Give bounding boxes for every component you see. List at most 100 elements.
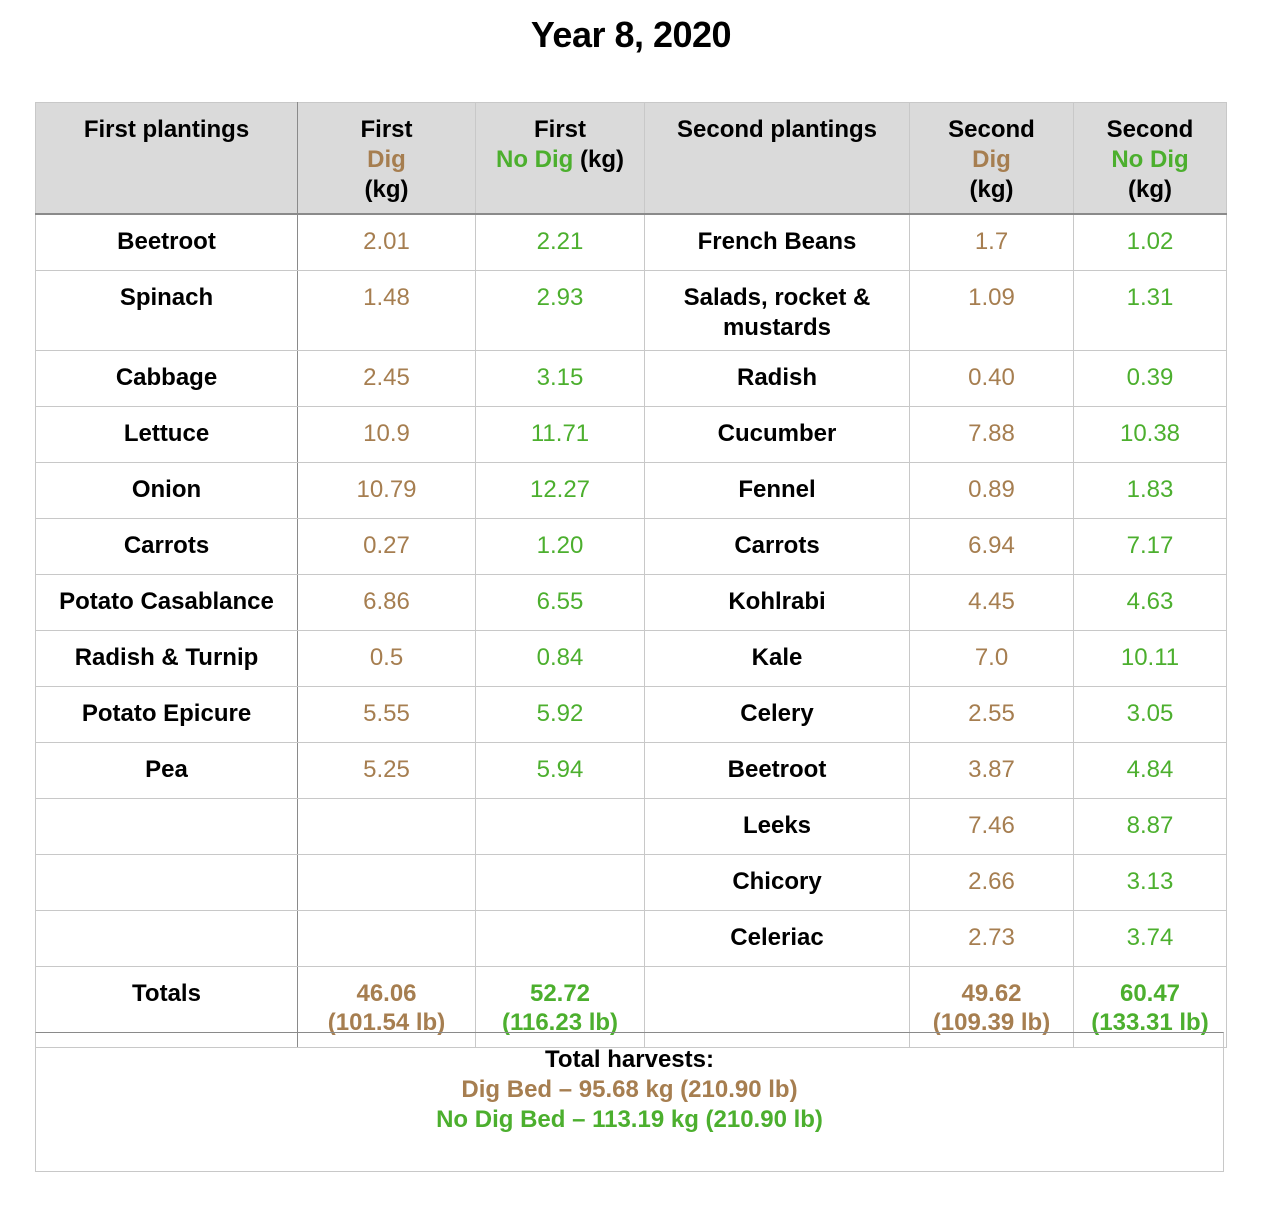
first-crop-name: Spinach xyxy=(35,270,298,351)
second-nodig-value: 10.11 xyxy=(1073,630,1227,687)
second-crop-name: Cucumber xyxy=(644,406,910,463)
table-row: Potato Epicure 5.55 5.92 Celery 2.55 3.0… xyxy=(35,686,1227,743)
second-dig-value: 7.46 xyxy=(909,798,1074,855)
totals-lb: (109.39 lb) xyxy=(932,1009,1051,1036)
second-crop-name: Celeriac xyxy=(644,910,910,967)
first-crop-name xyxy=(35,854,298,911)
first-nodig-value: 5.92 xyxy=(475,686,645,743)
table-row: Leeks 7.46 8.87 xyxy=(35,798,1227,855)
first-nodig-value: 1.20 xyxy=(475,518,645,575)
first-dig-value xyxy=(297,854,476,911)
second-dig-value: 7.0 xyxy=(909,630,1074,687)
second-dig-value: 1.09 xyxy=(909,270,1074,351)
totals-first-nodig: 52.72 (116.23 lb) xyxy=(475,966,645,1048)
totals-label: Totals xyxy=(35,966,298,1048)
header-first-dig: First Dig (kg) xyxy=(297,102,476,215)
totals-kg: 60.47 xyxy=(1119,980,1181,1007)
first-dig-value: 0.5 xyxy=(297,630,476,687)
first-dig-value: 2.01 xyxy=(297,213,476,271)
second-nodig-value: 8.87 xyxy=(1073,798,1227,855)
second-crop-name: Celery xyxy=(644,686,910,743)
table-row: Chicory 2.66 3.13 xyxy=(35,854,1227,911)
first-nodig-value xyxy=(475,854,645,911)
second-nodig-value: 0.39 xyxy=(1073,350,1227,407)
header-line: Second xyxy=(1106,116,1194,143)
first-dig-value: 6.86 xyxy=(297,574,476,631)
second-dig-value: 2.66 xyxy=(909,854,1074,911)
second-dig-value: 3.87 xyxy=(909,742,1074,799)
totals-first-dig: 46.06 (101.54 lb) xyxy=(297,966,476,1048)
first-crop-name xyxy=(35,798,298,855)
second-crop-name: Beetroot xyxy=(644,742,910,799)
header-line-unit: (kg) xyxy=(364,176,409,203)
header-first-plantings: First plantings xyxy=(35,102,298,215)
second-nodig-value: 3.05 xyxy=(1073,686,1227,743)
second-crop-name: Carrots xyxy=(644,518,910,575)
second-nodig-value: 4.84 xyxy=(1073,742,1227,799)
first-dig-value: 5.25 xyxy=(297,742,476,799)
first-dig-value: 10.79 xyxy=(297,462,476,519)
first-dig-value: 10.9 xyxy=(297,406,476,463)
header-first-plantings-label: First plantings xyxy=(83,116,250,143)
second-dig-value: 1.7 xyxy=(909,213,1074,271)
totals-lb: (133.31 lb) xyxy=(1091,1009,1209,1036)
first-nodig-value xyxy=(475,910,645,967)
header-second-plantings: Second plantings xyxy=(644,102,910,215)
header-line-dig: Dig xyxy=(367,146,406,173)
first-dig-value xyxy=(297,910,476,967)
first-dig-value xyxy=(297,798,476,855)
header-line-unit: (kg) xyxy=(969,176,1014,203)
table-header-row: First plantings First Dig (kg) First No … xyxy=(35,102,1227,215)
totals-row: Totals 46.06 (101.54 lb) 52.72 (116.23 l… xyxy=(35,966,1227,1048)
table-row: Pea 5.25 5.94 Beetroot 3.87 4.84 xyxy=(35,742,1227,799)
totals-lb: (101.54 lb) xyxy=(327,1009,446,1036)
first-dig-value: 1.48 xyxy=(297,270,476,351)
first-nodig-value: 6.55 xyxy=(475,574,645,631)
first-nodig-value: 11.71 xyxy=(475,406,645,463)
totals-kg: 46.06 xyxy=(356,980,417,1007)
second-crop-name: Kale xyxy=(644,630,910,687)
totals-kg: 52.72 xyxy=(529,980,591,1007)
first-nodig-value xyxy=(475,798,645,855)
first-crop-name: Cabbage xyxy=(35,350,298,407)
first-nodig-value: 12.27 xyxy=(475,462,645,519)
first-crop-name: Carrots xyxy=(35,518,298,575)
table-row: Celeriac 2.73 3.74 xyxy=(35,910,1227,967)
second-crop-name: Leeks xyxy=(644,798,910,855)
second-dig-value: 2.73 xyxy=(909,910,1074,967)
table-row: Cabbage 2.45 3.15 Radish 0.40 0.39 xyxy=(35,350,1227,407)
first-crop-name: Lettuce xyxy=(35,406,298,463)
second-dig-value: 0.89 xyxy=(909,462,1074,519)
second-dig-value: 2.55 xyxy=(909,686,1074,743)
second-nodig-value: 3.13 xyxy=(1073,854,1227,911)
header-line: First xyxy=(533,116,586,143)
header-line-nodig: No Dig xyxy=(1111,146,1189,173)
totals-kg: 49.62 xyxy=(961,980,1022,1007)
second-crop-name: Radish xyxy=(644,350,910,407)
second-nodig-value: 4.63 xyxy=(1073,574,1227,631)
first-dig-value: 5.55 xyxy=(297,686,476,743)
first-crop-name: Onion xyxy=(35,462,298,519)
first-nodig-value: 0.84 xyxy=(475,630,645,687)
table-row: Beetroot 2.01 2.21 French Beans 1.7 1.02 xyxy=(35,213,1227,271)
first-dig-value: 2.45 xyxy=(297,350,476,407)
second-nodig-value: 10.38 xyxy=(1073,406,1227,463)
second-dig-value: 7.88 xyxy=(909,406,1074,463)
totals-lb: (116.23 lb) xyxy=(501,1009,619,1036)
first-crop-name: Beetroot xyxy=(35,213,298,271)
second-crop-name: Fennel xyxy=(644,462,910,519)
second-crop-name: French Beans xyxy=(644,213,910,271)
summary-dig-bed: Dig Bed – 95.68 kg (210.90 lb) xyxy=(461,1076,798,1103)
table-body: Beetroot 2.01 2.21 French Beans 1.7 1.02… xyxy=(35,213,1227,1048)
second-nodig-value: 7.17 xyxy=(1073,518,1227,575)
first-nodig-value: 3.15 xyxy=(475,350,645,407)
first-crop-name: Radish & Turnip xyxy=(35,630,298,687)
header-second-nodig: Second No Dig (kg) xyxy=(1073,102,1227,215)
header-line-dig: Dig xyxy=(972,146,1011,173)
header-line-unit: (kg) xyxy=(580,146,624,173)
first-nodig-value: 2.93 xyxy=(475,270,645,351)
first-nodig-value: 5.94 xyxy=(475,742,645,799)
table-row: Radish & Turnip 0.5 0.84 Kale 7.0 10.11 xyxy=(35,630,1227,687)
first-crop-name: Potato Casablance xyxy=(35,574,298,631)
header-line: Second xyxy=(948,116,1035,143)
